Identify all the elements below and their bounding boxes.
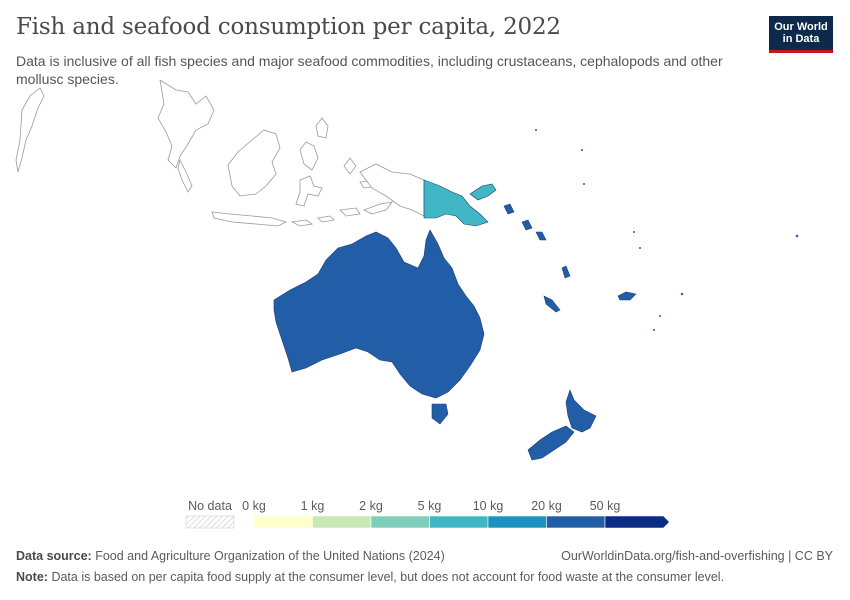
island-dot xyxy=(639,247,641,249)
legend-tick-label: 5 kg xyxy=(418,499,442,513)
legend-no-data-swatch[interactable] xyxy=(185,515,235,529)
legend-tick-label: 10 kg xyxy=(473,499,504,513)
island-dot xyxy=(680,292,684,296)
map-region-sulawesi xyxy=(295,175,323,207)
note-label: Note: xyxy=(16,570,48,584)
legend-swatch[interactable] xyxy=(312,515,372,529)
island-dot xyxy=(653,329,655,331)
legend-swatch[interactable] xyxy=(429,515,489,529)
island-dot xyxy=(633,231,635,233)
pacific-islands xyxy=(535,129,799,331)
legend-tick-label: 50 kg xyxy=(590,499,621,513)
legend-swatch[interactable] xyxy=(253,515,313,529)
island-dot xyxy=(795,234,799,238)
island-dot xyxy=(659,315,661,317)
map-region-new-zealand-north[interactable] xyxy=(565,389,597,433)
map-region-java xyxy=(211,211,288,227)
map-region-vanuatu[interactable] xyxy=(561,265,571,279)
map-region-australia[interactable] xyxy=(273,229,485,399)
legend-bins: 0 kg 1 kg 2 kg 5 kg 10 kg 20 kg 50 kg xyxy=(242,499,670,529)
map-region-malay-peninsula xyxy=(177,158,193,193)
map-region-new-britain[interactable] xyxy=(469,183,497,201)
map-region-timor xyxy=(363,201,393,215)
map xyxy=(15,80,799,461)
island-dot xyxy=(583,183,585,185)
logo-line-1: Our World xyxy=(774,21,828,33)
island-dot xyxy=(535,129,537,131)
map-region-papua-new-guinea[interactable] xyxy=(423,179,489,227)
legend-tick-label: 0 kg xyxy=(242,499,266,513)
chart-title: Fish and seafood consumption per capita,… xyxy=(16,14,561,40)
map-region-new-caledonia[interactable] xyxy=(543,295,561,313)
source-text: Food and Agriculture Organization of the… xyxy=(95,549,445,563)
legend-tick-label: 20 kg xyxy=(531,499,562,513)
no-data-region-group xyxy=(15,80,425,227)
legend-tick-label: 1 kg xyxy=(301,499,325,513)
footer-note: Note: Data is based on per capita food s… xyxy=(16,570,724,584)
island-dot xyxy=(581,149,583,151)
map-region-new-zealand-south[interactable] xyxy=(527,425,575,461)
map-region-tasmania[interactable] xyxy=(431,403,449,425)
legend-swatch[interactable] xyxy=(604,515,670,529)
map-region-sumatra xyxy=(15,87,45,173)
data-region-group xyxy=(273,179,637,461)
logo-line-2: in Data xyxy=(782,33,820,45)
legend-no-data-label: No data xyxy=(188,499,232,513)
owid-logo[interactable]: Our World in Data xyxy=(769,16,833,53)
footer-source: Data source: Food and Agriculture Organi… xyxy=(16,549,445,563)
source-label: Data source: xyxy=(16,549,92,563)
map-region-philippines xyxy=(299,117,329,171)
chart-subtitle: Data is inclusive of all fish species an… xyxy=(16,53,723,87)
legend-swatch[interactable] xyxy=(546,515,606,529)
legend-swatch[interactable] xyxy=(370,515,430,529)
map-region-indochina xyxy=(157,80,215,169)
legend-tick-label: 2 kg xyxy=(359,499,383,513)
map-region-lesser-sunda xyxy=(290,207,361,227)
footer-url-link[interactable]: OurWorldinData.org/fish-and-overfishing … xyxy=(561,549,833,563)
map-region-solomon-islands[interactable] xyxy=(503,203,547,241)
note-text: Data is based on per capita food supply … xyxy=(51,570,725,584)
map-region-borneo xyxy=(227,129,281,197)
legend-swatch[interactable] xyxy=(487,515,547,529)
map-legend: No data 0 kg 1 kg 2 kg 5 kg 10 kg 20 kg 50 kg xyxy=(185,499,670,529)
map-region-fiji[interactable] xyxy=(617,291,637,301)
